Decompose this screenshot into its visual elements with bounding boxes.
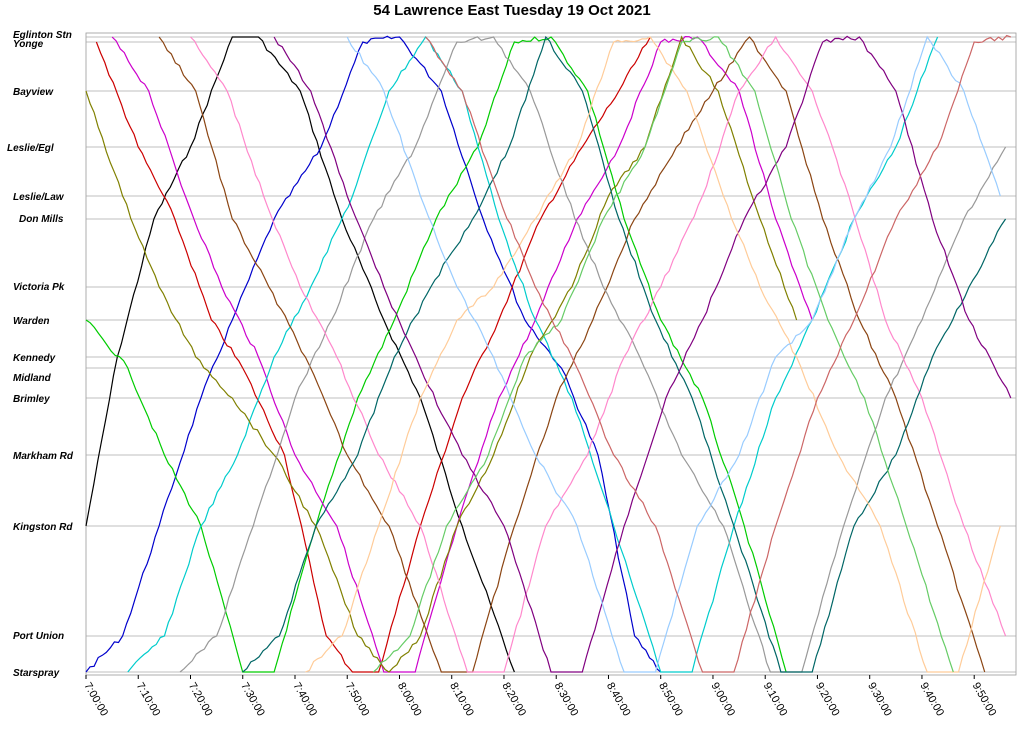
bus-trace [190, 35, 1007, 673]
x-axis-ticks: 7:00:00 7:10:00 7:20:00 7:30:00 7:40:00 7:50:… [81, 675, 998, 718]
stop-label-kennedy: Kennedy [13, 353, 56, 364]
stop-label-brimley: Brimley [13, 394, 50, 405]
stop-label-victoria-pk: Victoria Pk [13, 282, 65, 293]
bus-trace [158, 36, 986, 673]
x-tick-label: 7:50:00 [343, 681, 372, 719]
bus-trace [273, 35, 1012, 673]
x-tick-label: 8:00:00 [395, 681, 424, 719]
x-tick-label: 9:00:00 [708, 681, 737, 719]
bus-trace [85, 35, 798, 673]
stop-label-leslie-egl: Leslie/Egl [7, 143, 54, 154]
x-tick-label: 8:30:00 [552, 681, 581, 719]
stop-label-yonge: Yonge [13, 39, 44, 50]
bus-trace [425, 34, 1011, 673]
stop-label-warden: Warden [13, 316, 50, 327]
x-tick-label: 7:00:00 [81, 681, 110, 719]
bus-trace [85, 36, 515, 673]
stop-label-don-mills: Don Mills [19, 214, 64, 225]
bus-trace [346, 35, 1001, 673]
bus-trace [305, 36, 1001, 673]
plot-frame [85, 32, 1017, 676]
stop-label-markham-rd: Markham Rd [13, 451, 74, 462]
stop-label-leslie-law: Leslie/Law [13, 192, 65, 203]
bus-trace [373, 36, 954, 673]
x-tick-label: 9:30:00 [865, 681, 894, 719]
chart-title: 54 Lawrence East Tuesday 19 Oct 2021 [373, 2, 651, 19]
bus-traces [85, 34, 1012, 673]
bus-trace [95, 36, 651, 673]
bus-trace [242, 35, 1007, 673]
stop-label-port-union: Port Union [13, 631, 64, 642]
x-tick-label: 8:50:00 [656, 681, 685, 719]
x-tick-label: 9:50:00 [970, 681, 999, 719]
stop-label-bayview: Bayview [13, 87, 54, 98]
x-tick-label: 7:30:00 [238, 681, 267, 719]
x-tick-label: 8:10:00 [447, 681, 476, 719]
x-tick-label: 8:20:00 [499, 681, 528, 719]
x-tick-label: 8:40:00 [604, 681, 633, 719]
x-tick-label: 9:20:00 [813, 681, 842, 719]
x-tick-label: 7:40:00 [290, 681, 319, 719]
x-tick-label: 7:10:00 [134, 681, 163, 719]
stop-label-kingston-rd: Kingston Rd [13, 522, 73, 533]
bus-trace [85, 35, 662, 673]
bus-trace [179, 36, 1007, 673]
bus-trace [111, 35, 813, 673]
stop-label-eglinton-stn: Eglinton Stn [13, 30, 72, 41]
bus-trace [127, 36, 939, 673]
stop-label-starspray: Starspray [13, 668, 60, 679]
x-tick-label: 9:10:00 [761, 681, 790, 719]
x-tick-label: 7:20:00 [186, 681, 215, 719]
stop-label-midland: Midland [13, 373, 52, 384]
x-tick-label: 9:40:00 [917, 681, 946, 719]
bus-trace [85, 36, 787, 673]
